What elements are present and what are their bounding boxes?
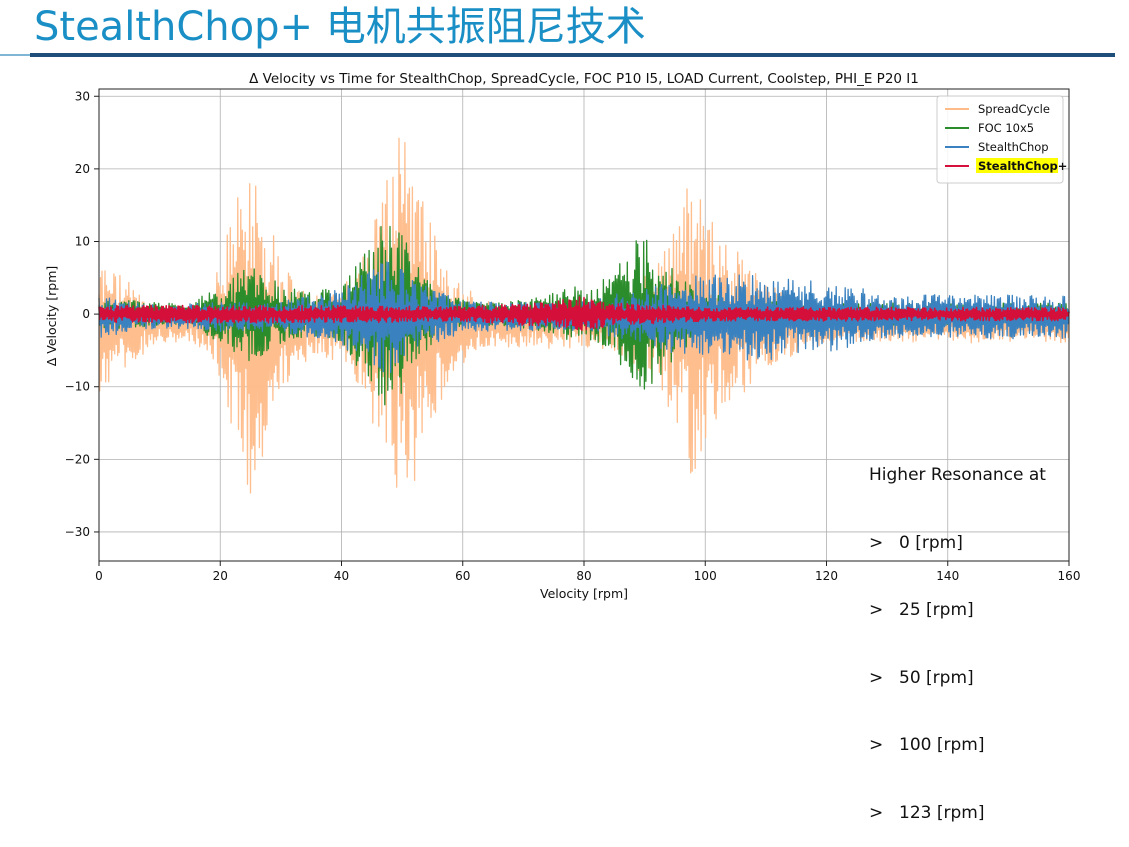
legend-label: SpreadCycle bbox=[978, 102, 1050, 116]
annotation-item: >0 [rpm] bbox=[869, 532, 1046, 555]
resonance-annotation: Higher Resonance at >0 [rpm] >25 [rpm] >… bbox=[869, 419, 1046, 847]
legend-label: FOC 10x5 bbox=[978, 121, 1034, 135]
x-tick-label: 0 bbox=[95, 569, 103, 583]
annotation-item: >123 [rpm] bbox=[869, 802, 1046, 825]
x-axis-label: Velocity [rpm] bbox=[540, 586, 628, 601]
annotation-item-text: 50 [rpm] bbox=[899, 667, 974, 688]
series-group bbox=[98, 137, 1070, 494]
y-axis-label: Δ Velocity [rpm] bbox=[44, 266, 59, 367]
annotation-item-text: 123 [rpm] bbox=[899, 802, 985, 823]
series-line bbox=[98, 296, 1070, 331]
y-tick-label: 30 bbox=[75, 89, 90, 103]
annotation-bullet: > bbox=[869, 532, 884, 553]
title-underline-accent bbox=[0, 54, 30, 56]
annotation-item-text: 100 [rpm] bbox=[899, 735, 985, 755]
x-tick-label: 60 bbox=[455, 569, 470, 583]
x-tick-label: 120 bbox=[815, 569, 838, 583]
slide-title: StealthChop+ 电机共振阻尼技术 bbox=[34, 4, 646, 50]
annotation-item-text: 0 [rpm] bbox=[899, 532, 963, 553]
annotation-bullet: > bbox=[869, 667, 884, 688]
legend-highlight bbox=[976, 158, 1058, 173]
velocity-chart: Δ Velocity vs Time for StealthChop, Spre… bbox=[44, 71, 1081, 601]
y-tick-label: 10 bbox=[75, 234, 90, 248]
y-tick-label: 20 bbox=[75, 162, 90, 176]
y-tick-label: 0 bbox=[82, 307, 90, 321]
chart-title: Δ Velocity vs Time for StealthChop, Spre… bbox=[249, 71, 919, 87]
y-tick-label: −20 bbox=[65, 452, 90, 466]
annotation-heading: Higher Resonance at bbox=[869, 465, 1046, 485]
x-tick-label: 20 bbox=[213, 569, 228, 583]
annotation-bullet: > bbox=[869, 802, 884, 823]
x-tick-label: 80 bbox=[576, 569, 591, 583]
annotation-bullet: > bbox=[869, 735, 884, 755]
annotation-item-text: 25 [rpm] bbox=[899, 600, 974, 620]
annotation-bullet: > bbox=[869, 600, 884, 620]
annotation-item: >25 [rpm] bbox=[869, 599, 1046, 622]
title-underline-bar bbox=[30, 53, 1115, 57]
x-tick-label: 160 bbox=[1058, 569, 1081, 583]
annotation-item: >50 [rpm] bbox=[869, 667, 1046, 690]
x-tick-label: 100 bbox=[694, 569, 717, 583]
legend-label: StealthChop+ bbox=[978, 159, 1067, 173]
annotation-item: >100 [rpm] bbox=[869, 734, 1046, 757]
x-tick-label: 140 bbox=[936, 569, 959, 583]
chart-legend: SpreadCycle FOC 10x5 StealthChop StealthCho… bbox=[936, 95, 1067, 184]
axis-ticks: 0 20 40 60 80 100 120 140 160 −30 −20 −10 0 10 20 30 bbox=[65, 89, 1081, 583]
title-underline bbox=[0, 53, 1129, 58]
legend-label: StealthChop bbox=[978, 140, 1049, 154]
x-tick-label: 40 bbox=[334, 569, 349, 583]
y-tick-label: −30 bbox=[65, 525, 90, 539]
y-tick-label: −10 bbox=[65, 380, 90, 394]
